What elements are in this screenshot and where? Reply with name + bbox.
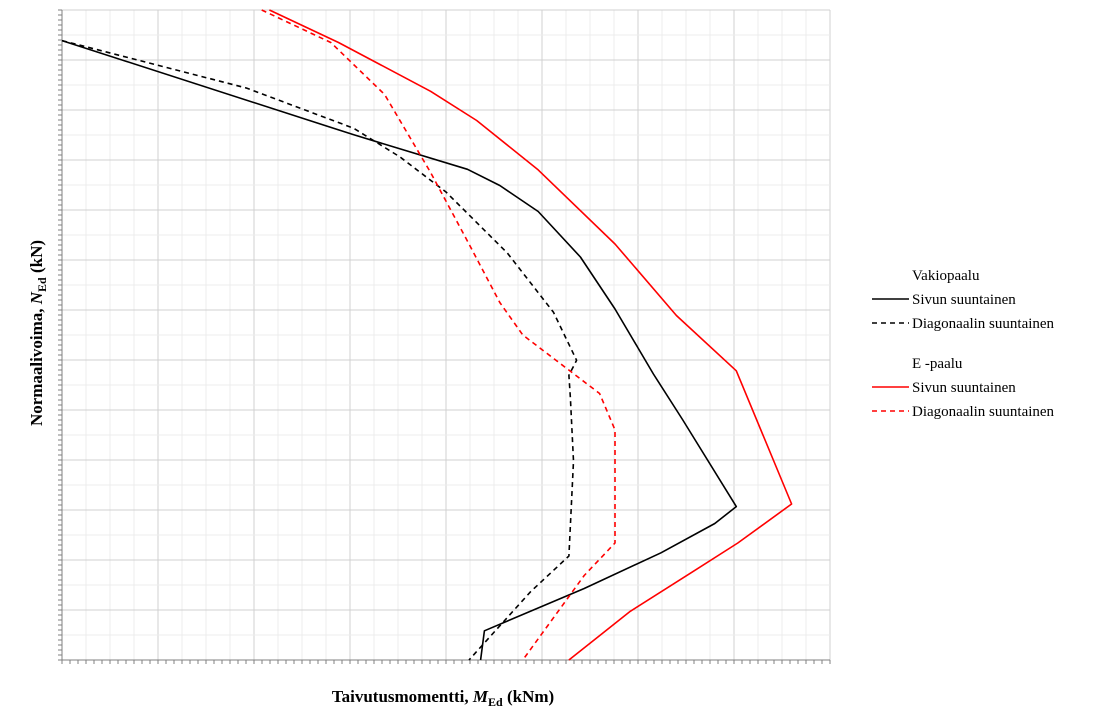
x-axis-title-main: Taivutusmomentti, — [332, 687, 473, 706]
x-axis-title-symbol: M — [472, 687, 489, 706]
y-axis-title-unit: (kN) — [27, 240, 46, 277]
series-e-paalu-diagonaalin — [261, 9, 616, 661]
x-axis-title: Taivutusmomentti, MEd (kNm) — [332, 687, 554, 709]
x-axis-title-unit: (kNm) — [503, 687, 554, 706]
series-vakiopaalu-diagonaalin — [61, 39, 578, 661]
y-axis-title-symbol: N — [27, 291, 46, 305]
legend-group-title: E -paalu — [912, 356, 963, 372]
legend-entry-label: Diagonaalin suuntainen — [912, 404, 1055, 420]
legend: Vakiopaalu Sivun suuntainen Diagonaalin su… — [872, 268, 1055, 420]
y-axis-title: Normaalivoima, NEd (kN) — [27, 240, 49, 426]
legend-entry-label: Sivun suuntainen — [912, 292, 1016, 308]
series-layer — [61, 9, 793, 661]
grid — [61, 9, 831, 661]
y-axis-title-main: Normaalivoima, — [27, 304, 46, 426]
series-vakiopaalu-sivun — [61, 39, 738, 661]
series-e-paalu-sivun — [269, 9, 793, 661]
x-axis-title-subscript: Ed — [488, 695, 503, 709]
legend-entry-label: Diagonaalin suuntainen — [912, 316, 1055, 332]
y-axis-title-subscript: Ed — [35, 277, 49, 292]
axes — [58, 9, 831, 664]
legend-entry-label: Sivun suuntainen — [912, 380, 1016, 396]
legend-group-title: Vakiopaalu — [912, 268, 980, 284]
